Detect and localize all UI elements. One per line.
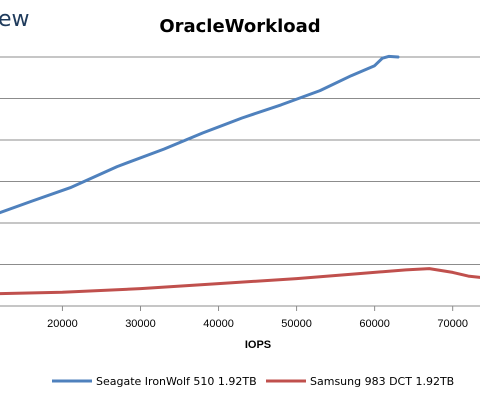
x-tick-labels: 20000 30000 40000 50000 60000 70000 — [47, 318, 468, 330]
x-tick-label: 50000 — [281, 318, 312, 330]
x-tick-label: 40000 — [203, 318, 234, 330]
x-tick-label: 30000 — [125, 318, 156, 330]
legend: Seagate IronWolf 510 1.92TB Samsung 983 D… — [52, 375, 454, 388]
series-lines — [0, 54, 480, 296]
legend-label: Samsung 983 DCT 1.92TB — [310, 375, 454, 388]
x-axis-label: IOPS — [245, 339, 271, 351]
series-line — [0, 54, 400, 215]
brand-text: ew — [0, 7, 30, 32]
x-tick-label: 70000 — [437, 318, 468, 330]
chart-title: OracleWorkload — [159, 16, 320, 37]
gridlines — [0, 56, 480, 307]
x-tick-label: 20000 — [47, 318, 78, 330]
legend-label: Seagate IronWolf 510 1.92TB — [96, 375, 257, 388]
series-line — [0, 267, 480, 296]
x-tick-label: 60000 — [359, 318, 390, 330]
axes — [0, 305, 480, 311]
